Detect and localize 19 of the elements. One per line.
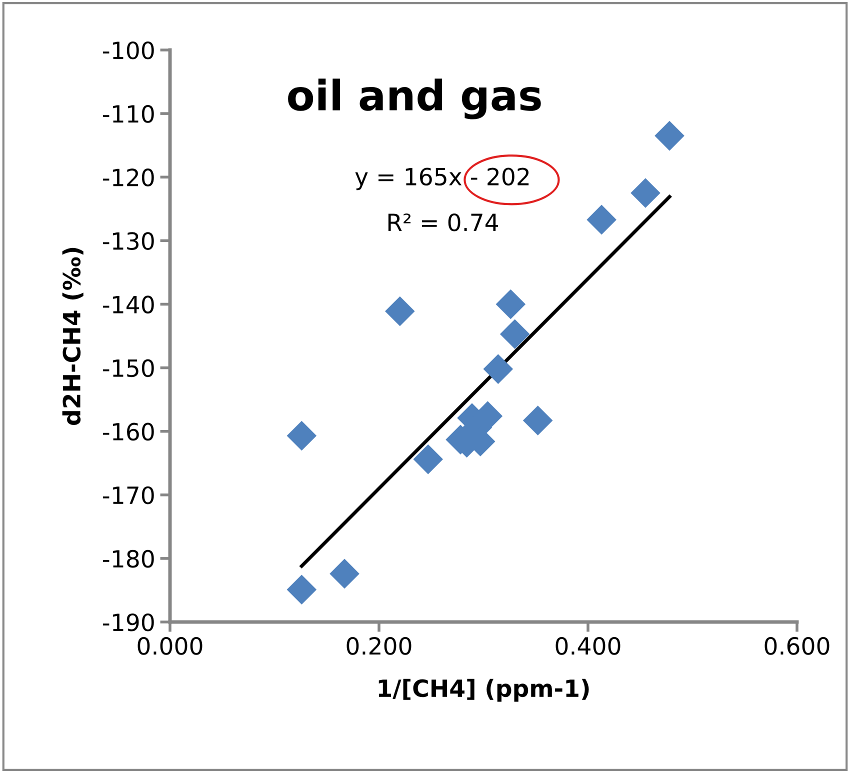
y-tick-label: -120: [102, 168, 154, 186]
y-tick-label: -190: [102, 613, 154, 632]
annotation: R² = 0.74: [388, 213, 498, 232]
annotation: y = 165x - 202: [355, 168, 529, 190]
y-tick-label: -160: [102, 422, 154, 441]
y-tick-label: -150: [102, 359, 154, 378]
y-tick-label: -180: [102, 550, 154, 568]
x-axis-title: 1/[CH4] (ppm-1): [378, 678, 589, 702]
x-tick-label: 0.400: [556, 637, 620, 655]
y-axis-title: d2H-CH4 (‰): [62, 248, 84, 426]
text: oil and gas: [288, 78, 541, 120]
y-tick-label: -100: [102, 41, 154, 60]
x-tick-label: 0.000: [138, 637, 202, 655]
y-tick-label: -140: [102, 296, 154, 314]
y-tick-label: -170: [102, 486, 154, 504]
y-tick-label: -130: [102, 232, 154, 250]
y-tick-label: -110: [102, 105, 154, 123]
x-tick-label: 0.200: [346, 637, 412, 655]
x-tick-label: 0.600: [764, 637, 830, 655]
